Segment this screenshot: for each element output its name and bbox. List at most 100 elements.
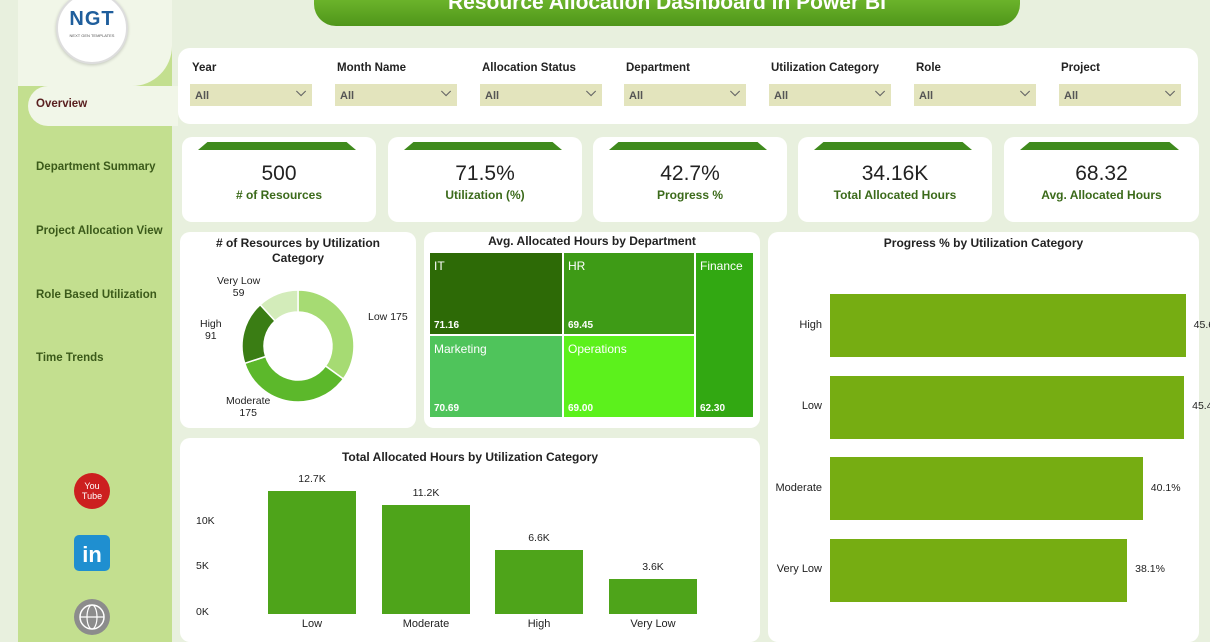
y-axis-tick: 10K: [196, 515, 215, 527]
svg-text:in: in: [82, 542, 102, 567]
website-icon[interactable]: [73, 598, 111, 636]
bar-low[interactable]: [830, 375, 1185, 439]
column-category-moderate: Moderate: [402, 618, 450, 630]
filter-value: All: [1064, 90, 1079, 102]
treemap-value-hr: 69.45: [568, 320, 594, 331]
kpi-card: [182, 137, 376, 222]
donut-slice-very-low[interactable]: [259, 289, 299, 322]
column-high[interactable]: [495, 549, 583, 614]
chevron-down-icon: ⌵: [1020, 84, 1030, 99]
filter-select-allocation-status[interactable]: All ⌵: [480, 84, 602, 106]
kpi-label: Total Allocated Hours: [833, 188, 957, 202]
treemap-cell-operations[interactable]: Operations 69.00: [564, 336, 694, 417]
treemap-value-finance: 62.30: [700, 403, 726, 414]
treemap-value-operations: 69.00: [568, 403, 594, 414]
column-value-moderate: 11.2K: [412, 487, 440, 500]
nav-time-trends[interactable]: Time Trends: [36, 352, 104, 364]
logo: NGT NEXT GEN TEMPLATES: [56, 0, 128, 64]
filter-value: All: [485, 90, 500, 102]
kpi-label: # of Resources: [235, 188, 323, 202]
youtube-icon[interactable]: You Tube: [73, 472, 111, 510]
treemap-cell-marketing[interactable]: Marketing 70.69: [430, 336, 562, 417]
treemap-label-finance: Finance: [700, 259, 743, 273]
column-moderate[interactable]: [382, 505, 470, 614]
column-category-low: Low: [301, 618, 323, 630]
svg-text:Tube: Tube: [82, 491, 102, 501]
treemap-cell-it[interactable]: IT 71.16: [430, 253, 562, 334]
bar-category-low: Low: [801, 400, 822, 412]
filter-label-department: Department: [626, 62, 690, 74]
donut-label-moderate: Moderate 175: [226, 395, 271, 419]
donut-label-low: Low 175: [368, 311, 408, 323]
column-value-high: 6.6K: [528, 531, 550, 544]
treemap-label-hr: HR: [568, 259, 586, 273]
donut-title: # of Resources by Utilization Category: [215, 236, 381, 265]
kpi-value: 68.32: [1075, 162, 1128, 185]
bar-moderate[interactable]: [830, 457, 1143, 520]
logo-text: NGT: [69, 8, 115, 30]
kpi-value: 34.16K: [861, 162, 929, 185]
treemap-label-it: IT: [434, 259, 445, 273]
bar-value-high: 45.6%: [1193, 318, 1210, 331]
bar-value-low: 45.4%: [1192, 400, 1210, 412]
kpi-card: [593, 137, 787, 222]
kpi-card-tab: [814, 142, 972, 150]
filter-value: All: [195, 90, 210, 102]
filter-select-project[interactable]: All ⌵: [1059, 84, 1181, 106]
kpi-card: [388, 137, 582, 222]
kpi-value: 500: [261, 162, 297, 185]
bar-value-moderate: 40.1%: [1150, 481, 1181, 494]
filter-value: All: [340, 90, 355, 102]
filter-value: All: [919, 90, 934, 102]
filter-label-allocation-status: Allocation Status: [482, 62, 576, 74]
y-axis-tick: 0K: [196, 606, 209, 618]
treemap-value-marketing: 70.69: [434, 403, 460, 414]
column-low[interactable]: [268, 490, 356, 614]
treemap-label-marketing: Marketing: [434, 342, 487, 356]
bar-value-very-low: 38.1%: [1135, 563, 1165, 575]
filter-select-department[interactable]: All ⌵: [624, 84, 746, 106]
treemap-title: Avg. Allocated Hours by Department: [488, 234, 696, 248]
kpi-card: [1004, 137, 1199, 222]
bar-category-high: High: [799, 318, 822, 331]
filter-select-year[interactable]: All ⌵: [190, 84, 312, 106]
kpi-card-tab: [1020, 142, 1179, 150]
kpi-card-tab: [609, 142, 767, 150]
bar-high[interactable]: [830, 294, 1186, 357]
filter-label-utilization-category: Utilization Category: [771, 62, 879, 74]
kpi-card: [798, 137, 992, 222]
page-title: Resource Allocation Dashboard in Power B…: [314, 0, 1020, 26]
column-value-low: 12.7K: [298, 472, 326, 485]
filter-label-month-name: Month Name: [337, 62, 406, 74]
filter-label-project: Project: [1061, 62, 1100, 74]
filter-label-year: Year: [192, 62, 217, 74]
bar-very-low[interactable]: [830, 538, 1128, 602]
nav-department-summary[interactable]: Department Summary: [36, 161, 156, 173]
nav-overview[interactable]: Overview: [36, 98, 88, 110]
filter-select-month-name[interactable]: All ⌵: [335, 84, 457, 106]
column-very-low[interactable]: [609, 578, 697, 614]
kpi-label: Progress %: [656, 188, 724, 202]
nav-active-highlight: [28, 86, 178, 126]
chevron-down-icon: ⌵: [586, 84, 596, 99]
bar-category-moderate: Moderate: [775, 481, 822, 494]
filter-label-role: Role: [916, 62, 941, 74]
nav-role-based-utilization[interactable]: Role Based Utilization: [36, 289, 157, 301]
column-category-high: High: [527, 618, 551, 630]
treemap-cell-hr[interactable]: HR 69.45: [564, 253, 694, 334]
filter-value: All: [774, 90, 789, 102]
chevron-down-icon: ⌵: [1165, 84, 1175, 99]
treemap-cell-finance[interactable]: Finance 62.30: [696, 253, 753, 417]
filter-select-role[interactable]: All ⌵: [914, 84, 1036, 106]
filter-select-utilization-category[interactable]: All ⌵: [769, 84, 891, 106]
linkedin-icon[interactable]: in: [73, 534, 111, 572]
progress-title: Progress % by Utilization Category: [883, 236, 1084, 250]
logo-subtext: NEXT GEN TEMPLATES: [69, 33, 115, 38]
chevron-down-icon: ⌵: [730, 84, 740, 99]
donut-label-very-low: Very Low 59: [217, 275, 261, 299]
kpi-card-tab: [198, 142, 356, 150]
nav-project-allocation-view[interactable]: Project Allocation View: [36, 225, 163, 237]
bar-category-very-low: Very Low: [776, 563, 822, 575]
kpi-card-tab: [404, 142, 562, 150]
column-category-very-low: Very Low: [630, 618, 676, 630]
